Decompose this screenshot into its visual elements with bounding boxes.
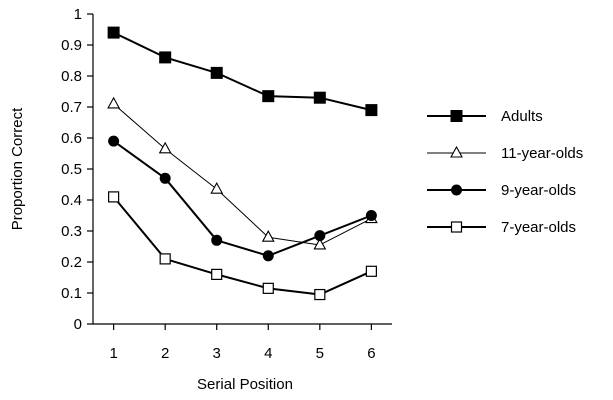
data-point-7-year-olds (211, 268, 223, 280)
series-7-year-olds (108, 191, 377, 301)
legend-item-11-year-olds: 11-year-olds (427, 145, 583, 162)
series-11-year-olds (107, 96, 378, 250)
legend-label: 7-year-olds (501, 219, 576, 236)
data-point-9-year-olds (211, 234, 223, 246)
y-tick-label: 0 (74, 316, 82, 333)
series-line-7-year-olds (112, 196, 372, 296)
legend-label: 11-year-olds (501, 145, 583, 162)
x-axis-title: Serial Position (197, 376, 293, 393)
data-point-9-year-olds (262, 250, 274, 262)
data-point-adults (210, 66, 223, 79)
legend-marker (450, 110, 463, 122)
x-ticks: 1 2 3 4 5 6 (109, 324, 376, 362)
y-axis-title: Proportion Correct (9, 107, 26, 230)
data-point-11-year-olds (313, 237, 327, 250)
data-point-9-year-olds (314, 230, 326, 242)
data-point-7-year-olds (159, 253, 171, 265)
y-tick-label: 0.3 (61, 223, 82, 240)
legend: Adults 11-year-olds 9-year-olds 7-year-olds (427, 108, 583, 236)
data-point-9-year-olds (108, 135, 120, 147)
data-point-11-year-olds (107, 96, 121, 109)
x-tick-label: 1 (109, 345, 117, 362)
x-tick-label: 3 (213, 345, 221, 362)
data-point-7-year-olds (365, 265, 377, 277)
y-tick-label: 0.9 (61, 37, 82, 54)
data-point-adults (365, 104, 378, 117)
y-tick-label: 0.2 (61, 254, 82, 271)
legend-item-adults: Adults (427, 108, 543, 125)
legend-marker (450, 145, 463, 158)
series-9-year-olds (108, 135, 377, 262)
y-tick-label: 0.1 (61, 285, 82, 302)
data-point-adults (262, 90, 275, 103)
data-point-11-year-olds (210, 182, 224, 194)
y-tick-label: 1 (74, 6, 82, 23)
data-point-adults (107, 26, 120, 39)
series-adults (107, 26, 378, 117)
x-tick-label: 6 (367, 345, 375, 362)
data-point-9-year-olds (159, 172, 171, 184)
legend-marker (451, 184, 462, 196)
y-tick-label: 0.8 (61, 68, 82, 85)
data-point-9-year-olds (365, 210, 377, 221)
series-line-9-year-olds (113, 140, 372, 257)
data-point-7-year-olds (262, 282, 274, 294)
legend-item-9-year-olds: 9-year-olds (427, 182, 576, 199)
data-point-11-year-olds (158, 141, 172, 154)
series-line-adults (113, 31, 372, 112)
data-point-7-year-olds (108, 191, 120, 203)
series-line-11-year-olds (113, 103, 372, 246)
data-point-adults (159, 51, 172, 64)
y-tick-label: 0.6 (61, 130, 82, 147)
x-tick-label: 4 (264, 345, 272, 362)
legend-label: Adults (501, 108, 543, 125)
data-point-11-year-olds (261, 230, 275, 242)
legend-label: 9-year-olds (501, 182, 576, 199)
y-tick-label: 0.7 (61, 99, 82, 116)
y-tick-label: 0.4 (61, 192, 82, 209)
data-point-7-year-olds (314, 288, 326, 301)
legend-item-7-year-olds: 7-year-olds (427, 219, 576, 236)
y-tick-label: 0.5 (61, 161, 82, 178)
x-tick-label: 2 (161, 345, 169, 362)
y-ticks: 0 0.1 0.2 0.3 0.4 0.5 0.6 0.7 0.8 0.9 1 (61, 6, 93, 333)
series-group (107, 26, 378, 301)
data-point-adults (313, 91, 326, 104)
x-tick-label: 5 (316, 345, 324, 362)
legend-marker (450, 221, 463, 233)
axes (92, 14, 392, 325)
